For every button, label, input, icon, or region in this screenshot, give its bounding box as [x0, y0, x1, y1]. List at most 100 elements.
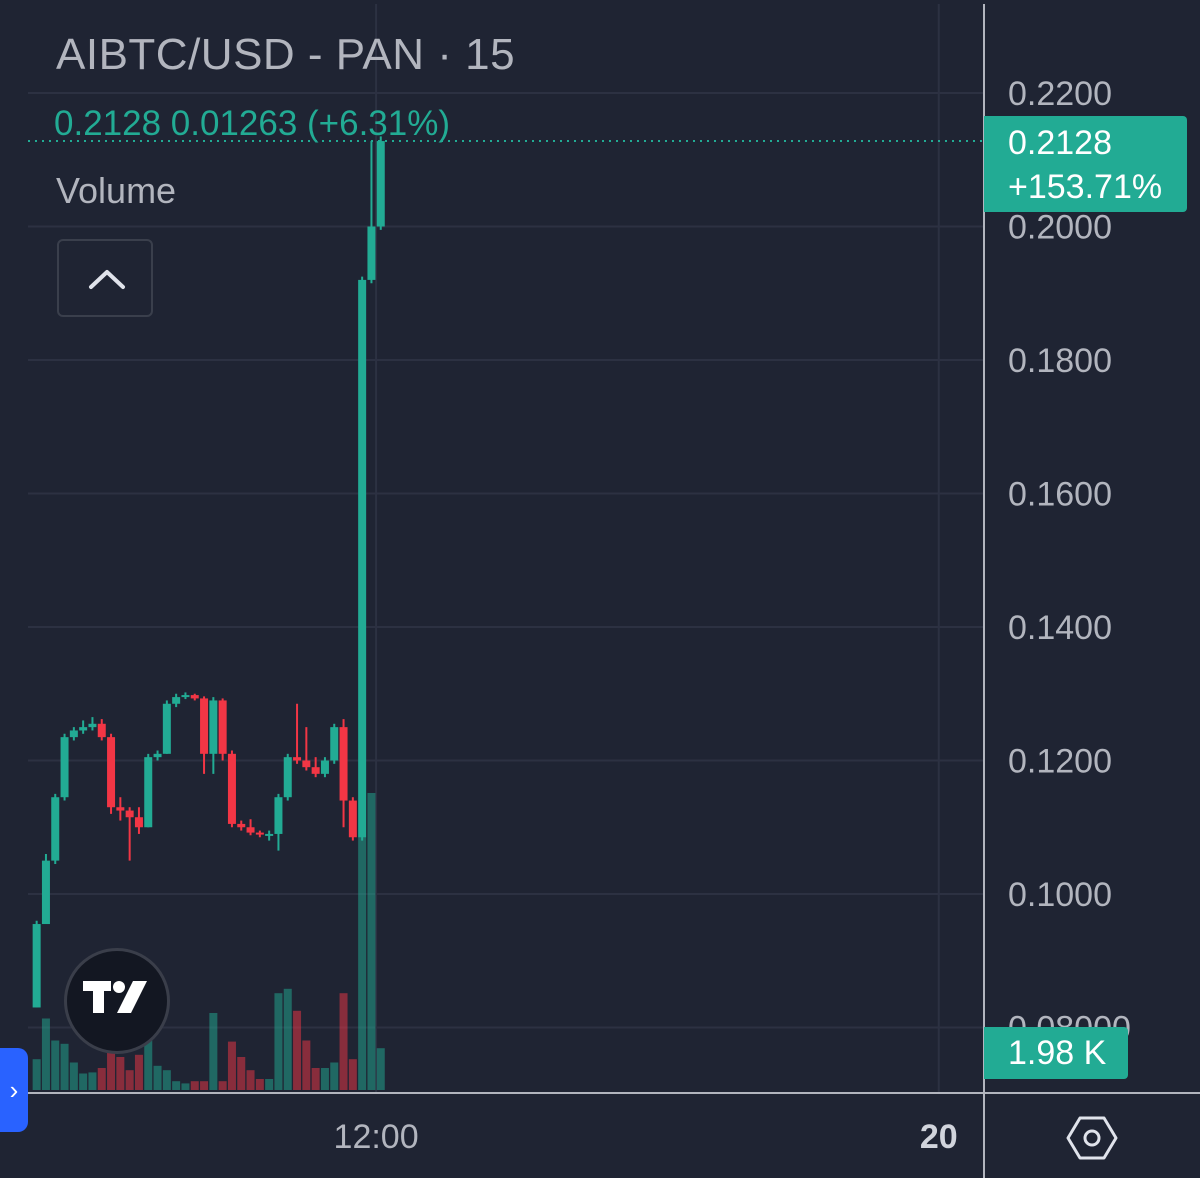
candle-body [79, 727, 88, 731]
volume-bar [237, 1057, 246, 1090]
grid-lines [28, 4, 984, 1093]
y-tick-label: 0.1400 [1008, 609, 1112, 647]
volume-bar [367, 793, 376, 1090]
candle-body [348, 800, 357, 838]
candle-body [302, 760, 311, 768]
y-tick-label: 0.1000 [1008, 876, 1112, 914]
volume-bar [116, 1057, 125, 1090]
candle-body [134, 817, 143, 828]
volume-bar [320, 1068, 329, 1090]
candle-body [144, 757, 153, 828]
tradingview-logo-icon [83, 981, 147, 1013]
volume-bar [283, 988, 292, 1090]
candle-body [209, 700, 218, 754]
volume-bar [153, 1065, 162, 1090]
volume-bar [60, 1043, 69, 1090]
last-price-change: +153.71% [1008, 168, 1163, 206]
candle [181, 692, 190, 700]
volume-bar [246, 1070, 255, 1090]
candle-body [116, 807, 125, 811]
candle [144, 753, 153, 828]
candle [200, 696, 209, 774]
candle-body [265, 833, 274, 836]
volume-bar [376, 1048, 385, 1090]
candle-body [330, 727, 339, 761]
candle [107, 733, 116, 814]
expand-sidebar-tab[interactable]: › [0, 1048, 28, 1132]
candle-body [125, 810, 134, 818]
price-axis[interactable]: 0.2200 0.2000 0.1800 0.1600 0.1400 0.1200 0.10… [1008, 75, 1131, 1048]
candle [367, 141, 376, 284]
volume-bar [302, 1040, 311, 1090]
volume-bar [79, 1073, 88, 1090]
candles [32, 136, 385, 1008]
volume-bar [265, 1079, 274, 1090]
y-tick-label: 0.1200 [1008, 743, 1112, 781]
y-tick-label: 0.2000 [1008, 209, 1112, 247]
volume-bar [200, 1081, 209, 1090]
volume-bar [69, 1062, 78, 1090]
volume-bar [97, 1068, 106, 1090]
candle [246, 819, 255, 836]
volume-bar [209, 1013, 218, 1090]
volume-bar [330, 1062, 339, 1090]
x-tick-label: 12:00 [334, 1118, 419, 1156]
candle [376, 136, 385, 230]
candle [51, 793, 60, 864]
volume-bar [274, 993, 283, 1090]
volume-bar [358, 837, 367, 1090]
y-tick-label: 0.2200 [1008, 75, 1112, 113]
candle [41, 853, 50, 925]
candle [134, 807, 143, 834]
chevron-right-icon: › [9, 1075, 19, 1105]
symbol-title[interactable]: AIBTC/USD - PAN · 15 [56, 30, 516, 79]
candle-body [97, 723, 106, 738]
candle [283, 753, 292, 801]
time-axis[interactable]: 12:00 20 [334, 1118, 958, 1156]
candle [69, 727, 78, 741]
volume-bar [107, 1051, 116, 1090]
chart-settings-button[interactable] [1066, 1112, 1118, 1169]
candle-body [41, 860, 50, 925]
hexagon-gear-icon [1066, 1116, 1118, 1160]
candle [255, 830, 264, 838]
candle [153, 750, 162, 761]
volume-bar [144, 1024, 153, 1090]
candle-body [283, 757, 292, 798]
volume-bar [41, 1018, 50, 1090]
volume-bar [181, 1083, 190, 1090]
collapse-legend-button[interactable] [57, 239, 153, 317]
candle-body [172, 697, 181, 704]
candle-body [339, 727, 348, 801]
candle [79, 720, 88, 734]
candle-body [107, 737, 116, 808]
volume-value: 1.98 K [1008, 1034, 1107, 1072]
volume-indicator-label[interactable]: Volume [56, 170, 177, 211]
candle-body [32, 924, 41, 1008]
candle-body [60, 737, 69, 798]
candle-body [227, 753, 236, 824]
candle-body [246, 827, 255, 833]
volume-bar [227, 1041, 236, 1090]
candle [125, 807, 134, 861]
candle-body [320, 760, 329, 774]
candle-body [200, 698, 209, 754]
candle-body [69, 730, 78, 738]
candle [227, 750, 236, 828]
tradingview-logo[interactable] [64, 948, 170, 1054]
y-tick-label: 0.1800 [1008, 342, 1112, 380]
candle [88, 717, 97, 731]
candle [190, 693, 199, 701]
candle [302, 727, 311, 771]
candle [172, 693, 181, 708]
candle [348, 797, 357, 841]
volume-bars [32, 793, 385, 1090]
candle-body [153, 753, 162, 758]
volume-bar [134, 1054, 143, 1090]
volume-bar [293, 1010, 302, 1090]
candle [116, 797, 125, 821]
candle-body [293, 757, 302, 761]
volume-bar [218, 1081, 227, 1090]
candle [320, 757, 329, 778]
